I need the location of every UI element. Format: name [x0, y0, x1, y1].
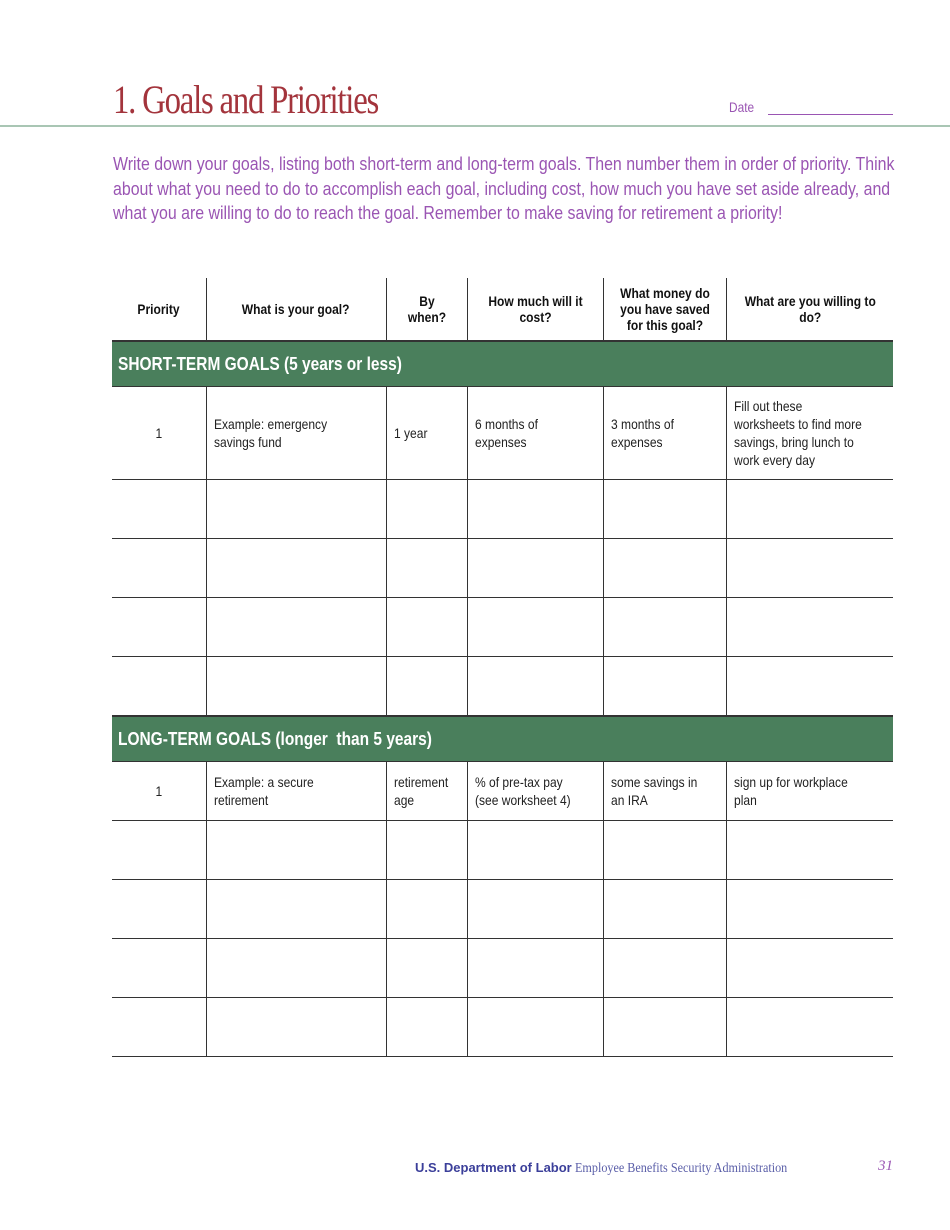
division-name: Employee Benefits Security Administratio… [575, 1160, 788, 1175]
cell-goal[interactable]: Example: a secure retirement [205, 761, 387, 821]
cell[interactable] [466, 538, 604, 598]
header-divider [0, 125, 950, 127]
cell[interactable] [725, 997, 893, 1057]
cell[interactable] [205, 938, 387, 998]
cell-saved[interactable]: 3 months of expenses [602, 386, 727, 480]
table-row: 1 Example: a secure retirement retiremen… [112, 761, 893, 821]
date-field[interactable] [768, 114, 893, 115]
cell[interactable] [466, 997, 604, 1057]
long-term-heading: LONG-TERM GOALS (longer than 5 years) [112, 715, 893, 762]
cell-priority[interactable]: 1 [112, 761, 207, 821]
cell[interactable] [725, 538, 893, 598]
cell[interactable] [466, 938, 604, 998]
cell[interactable] [385, 538, 468, 598]
table-row [112, 538, 893, 598]
cell-saved[interactable]: some savings in an IRA [602, 761, 727, 821]
cell[interactable] [205, 997, 387, 1057]
cell[interactable] [112, 597, 207, 657]
cell[interactable] [385, 997, 468, 1057]
cell[interactable] [205, 538, 387, 598]
cell[interactable] [112, 997, 207, 1057]
col-willing: What are you willing to do? [725, 278, 893, 342]
page-title: 1. Goals and Priorities [113, 77, 379, 122]
table-row [112, 997, 893, 1057]
cell[interactable] [602, 538, 727, 598]
cell[interactable] [385, 656, 468, 717]
table-row [112, 820, 893, 880]
cell[interactable] [466, 879, 604, 939]
col-by-when: By when? [385, 278, 468, 342]
cell[interactable] [602, 479, 727, 539]
long-term-section: LONG-TERM GOALS (longer than 5 years) [112, 715, 893, 762]
cell-cost[interactable]: % of pre-tax pay (see worksheet 4) [466, 761, 604, 821]
cell-by-when[interactable]: 1 year [385, 386, 468, 480]
instructions: Write down your goals, listing both shor… [113, 153, 895, 223]
cell[interactable] [385, 820, 468, 880]
header-row: Priority What is your goal? By when? How… [112, 278, 893, 342]
table-row [112, 479, 893, 539]
col-priority: Priority [112, 278, 207, 342]
cell[interactable] [112, 538, 207, 598]
goals-table: Priority What is your goal? By when? How… [112, 278, 893, 1057]
cell[interactable] [602, 656, 727, 717]
cell[interactable] [112, 879, 207, 939]
cell[interactable] [205, 820, 387, 880]
cell-willing[interactable]: sign up for workplace plan [725, 761, 893, 821]
cell[interactable] [205, 879, 387, 939]
agency-name: U.S. Department of Labor [415, 1160, 572, 1175]
cell-cost[interactable]: 6 months of expenses [466, 386, 604, 480]
cell[interactable] [205, 656, 387, 717]
cell-willing[interactable]: Fill out these worksheets to find more s… [725, 386, 893, 480]
col-goal: What is your goal? [205, 278, 387, 342]
cell[interactable] [112, 938, 207, 998]
cell[interactable] [602, 938, 727, 998]
cell[interactable] [466, 656, 604, 717]
cell[interactable] [385, 879, 468, 939]
cell-goal[interactable]: Example: emergency savings fund [205, 386, 387, 480]
cell[interactable] [725, 479, 893, 539]
table-row: 1 Example: emergency savings fund 1 year… [112, 386, 893, 480]
cell[interactable] [112, 820, 207, 880]
cell[interactable] [602, 820, 727, 880]
date-label: Date [729, 99, 755, 115]
short-term-heading: SHORT-TERM GOALS (5 years or less) [112, 340, 893, 387]
short-term-section: SHORT-TERM GOALS (5 years or less) [112, 340, 893, 387]
cell[interactable] [112, 479, 207, 539]
cell[interactable] [385, 597, 468, 657]
table-row [112, 597, 893, 657]
cell[interactable] [466, 820, 604, 880]
cell[interactable] [205, 597, 387, 657]
cell[interactable] [466, 479, 604, 539]
cell-priority[interactable]: 1 [112, 386, 207, 480]
col-saved: What money do you have saved for this go… [602, 278, 727, 342]
page-number: 31 [878, 1158, 893, 1174]
col-cost: How much will it cost? [466, 278, 604, 342]
cell[interactable] [602, 879, 727, 939]
cell[interactable] [725, 597, 893, 657]
cell[interactable] [725, 656, 893, 717]
cell[interactable] [602, 597, 727, 657]
cell[interactable] [602, 997, 727, 1057]
cell[interactable] [725, 820, 893, 880]
cell[interactable] [385, 938, 468, 998]
table-row [112, 938, 893, 998]
cell[interactable] [205, 479, 387, 539]
cell-by-when[interactable]: retirement age [385, 761, 468, 821]
cell[interactable] [112, 656, 207, 717]
cell[interactable] [725, 938, 893, 998]
cell[interactable] [725, 879, 893, 939]
cell[interactable] [385, 479, 468, 539]
cell[interactable] [466, 597, 604, 657]
table-row [112, 656, 893, 717]
footer: U.S. Department of Labor Employee Benefi… [415, 1160, 811, 1176]
table-row [112, 879, 893, 939]
